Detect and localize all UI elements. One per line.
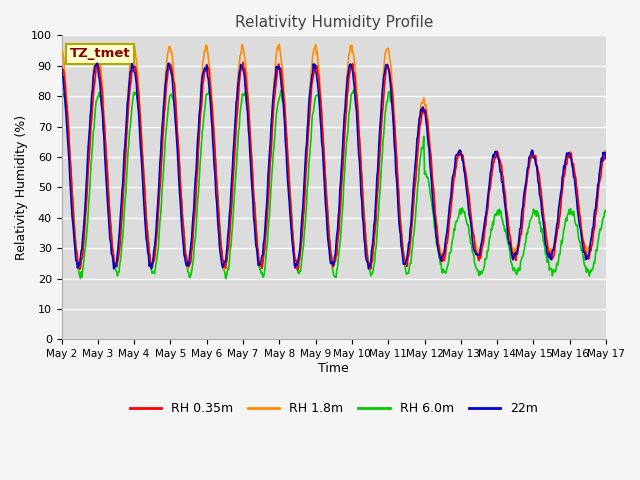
Legend: RH 0.35m, RH 1.8m, RH 6.0m, 22m: RH 0.35m, RH 1.8m, RH 6.0m, 22m [125,397,543,420]
Title: Relativity Humidity Profile: Relativity Humidity Profile [235,15,433,30]
X-axis label: Time: Time [319,362,349,375]
Y-axis label: Relativity Humidity (%): Relativity Humidity (%) [15,115,28,260]
Text: TZ_tmet: TZ_tmet [70,48,131,60]
